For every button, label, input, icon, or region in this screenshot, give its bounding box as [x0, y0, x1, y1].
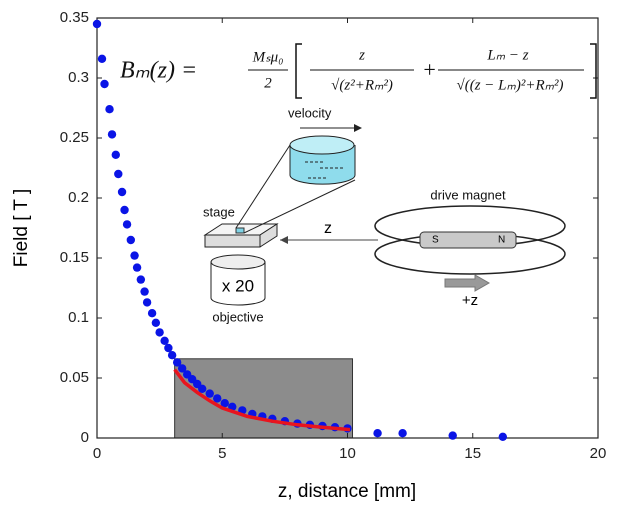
inset-label: N [498, 235, 505, 246]
zoom-line [235, 144, 291, 229]
fit-line [173, 368, 351, 432]
data-point [498, 432, 508, 441]
y-tick-label: 0 [81, 429, 89, 446]
equation-part: √(z²+Rₘ²) [331, 77, 393, 93]
inset-label: +z [462, 292, 478, 309]
arrowhead [354, 124, 362, 132]
data-point [132, 263, 142, 272]
data-point [155, 328, 164, 337]
data-point [111, 150, 120, 159]
bracket [295, 43, 597, 99]
data-point [107, 130, 117, 139]
y-tick-label: 0.25 [60, 129, 89, 146]
data-point [105, 105, 114, 114]
data-point [373, 429, 382, 438]
equation-part: + [422, 57, 437, 82]
data-point [117, 187, 127, 197]
data-point [100, 79, 109, 89]
equation-part: Lₘ − z [486, 47, 528, 63]
data-point [160, 336, 169, 345]
direction-arrow [444, 274, 491, 292]
data-point [198, 384, 207, 393]
data-point [448, 431, 457, 440]
x-tick-label: 10 [339, 445, 356, 462]
y-axis-label: Field [ T ] [11, 189, 32, 268]
data-point [114, 169, 123, 179]
x-axis-label: z, distance [mm] [278, 481, 416, 502]
data-point [167, 351, 177, 360]
data-point [177, 364, 187, 373]
x-tick-label: 5 [218, 445, 226, 462]
data-point [205, 389, 214, 398]
tracks [305, 161, 345, 179]
x-tick-label: 20 [590, 445, 607, 462]
data-point [130, 251, 139, 260]
channel [289, 145, 356, 185]
data-point [122, 220, 132, 229]
data-point [164, 343, 173, 353]
inset-label: z [324, 220, 332, 237]
x-tick-label: 0 [93, 445, 101, 462]
zoom-line [243, 179, 356, 234]
equation-part: Mₛμ₀ [252, 49, 284, 65]
inset-label: objective [212, 309, 263, 324]
arrowhead [280, 236, 288, 244]
data-point [140, 287, 149, 296]
inset-label: drive magnet [430, 187, 506, 202]
data-point [92, 19, 102, 29]
data-point [142, 298, 152, 307]
sample [235, 227, 245, 234]
y-tick-label: 0.1 [68, 309, 89, 326]
equation: Bₘ(z) = Mₛμ₀ 2 z √(z²+Rₘ²) + Lₘ − z √((z… [120, 43, 597, 99]
magnet [419, 231, 517, 249]
objective [210, 262, 266, 306]
y-tick-label: 0.2 [68, 189, 89, 206]
inset-label: stage [203, 204, 235, 219]
data-point [97, 54, 107, 63]
data-point [136, 275, 146, 284]
equation-part: 2 [264, 75, 272, 91]
plot-area: 0 0.05 0.1 0.15 0.2 0.25 0.3 0.35 0 5 10 15 20 [60, 9, 607, 462]
data-point [126, 235, 136, 245]
y-tick-label: 0.3 [68, 69, 89, 86]
data-point [147, 309, 157, 318]
data-point [172, 358, 182, 367]
inset-label: S [432, 235, 439, 246]
stage-side [204, 223, 278, 248]
y-tick-label: 0.35 [60, 9, 89, 26]
data-point [151, 318, 161, 327]
x-tick-label: 15 [464, 445, 481, 462]
inset-label: velocity [288, 105, 332, 120]
data-point [120, 205, 129, 215]
data-point [220, 399, 229, 408]
equation-lhs: Bₘ(z) = [120, 58, 197, 84]
equation-part: z [358, 47, 365, 63]
objective-top [210, 254, 266, 270]
data-point [398, 429, 407, 438]
y-tick-label: 0.15 [60, 249, 89, 266]
equation-part: √((z − Lₘ)²+Rₘ²) [457, 77, 564, 93]
data-point [213, 394, 222, 403]
inset-diagram: velocity stage x 20 objective z drive ma… [203, 105, 566, 324]
channel-top [289, 135, 355, 155]
y-tick-label: 0.05 [60, 369, 89, 386]
inset-label: x 20 [222, 276, 254, 295]
